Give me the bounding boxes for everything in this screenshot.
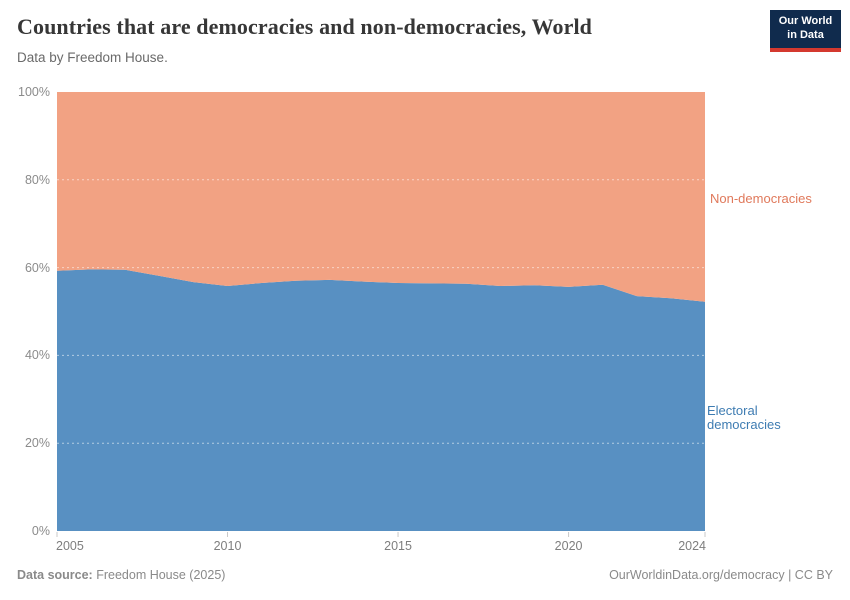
area-electoral-democracies[interactable]	[57, 269, 705, 531]
y-axis-label-20: 20%	[24, 436, 50, 451]
x-axis-label-2010: 2010	[213, 539, 242, 553]
y-axis-label-60: 60%	[24, 260, 50, 275]
y-axis-label-100: 100%	[18, 85, 50, 99]
chart-subtitle: Data by Freedom House.	[17, 50, 168, 65]
y-axis-label-80: 80%	[24, 172, 50, 187]
y-axis-label-0: 0%	[31, 524, 50, 538]
series-label-non-democracies: Non-democracies	[710, 191, 812, 206]
x-axis-label-2015: 2015	[384, 539, 412, 553]
license-text: | CC BY	[784, 568, 833, 582]
x-axis-label-2020: 2020	[554, 539, 583, 553]
footer: Data source: Freedom House (2025) OurWor…	[0, 568, 850, 588]
x-axis-label-2005: 2005	[56, 539, 84, 553]
y-axis-label-40: 40%	[24, 348, 50, 363]
logo-line1: Our World	[778, 15, 833, 28]
series-label-electoral-democracies: Electoral democracies	[707, 403, 781, 432]
area-non-democracies[interactable]	[57, 92, 705, 302]
logo-line2: in Data	[787, 29, 824, 41]
data-source-value: Freedom House (2025)	[92, 568, 226, 582]
owid-logo[interactable]: Our World in Data	[770, 10, 841, 52]
chart-title: Countries that are democracies and non-d…	[17, 14, 592, 39]
owid-url-link[interactable]: OurWorldinData.org/democracy	[609, 568, 785, 582]
footer-right: OurWorldinData.org/democracy | CC BY	[609, 568, 833, 582]
stacked-area-plot	[56, 92, 706, 537]
data-source-label: Data source:	[17, 568, 93, 582]
data-source: Data source: Freedom House (2025)	[17, 568, 225, 582]
x-axis-label-2024: 2024	[678, 539, 706, 553]
